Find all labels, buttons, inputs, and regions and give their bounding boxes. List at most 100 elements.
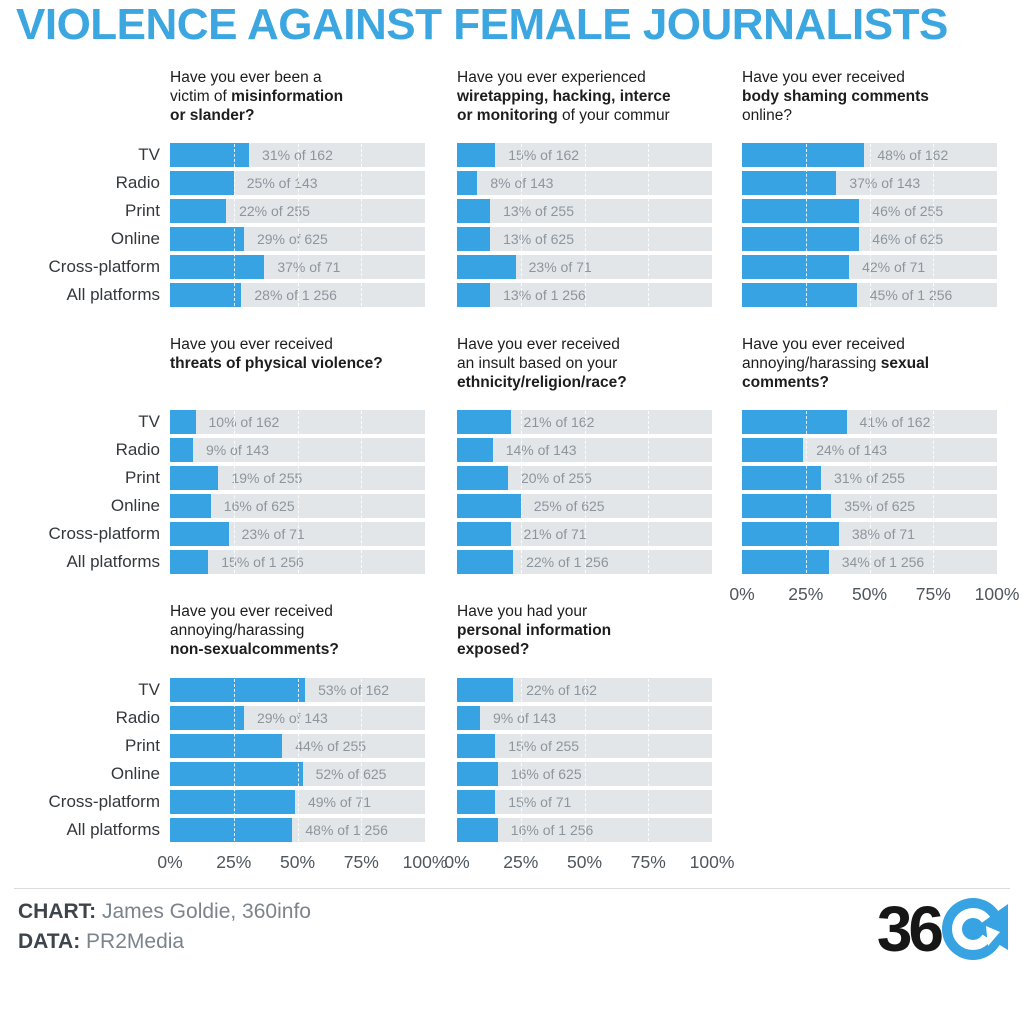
bar-value-label: 8% of 143	[490, 175, 554, 191]
axis-tick-label: 0%	[729, 584, 755, 604]
facet-question-line: wiretapping, hacking, interce	[457, 87, 729, 106]
question-text: threats of physical violence?	[170, 355, 383, 372]
bar-value-label: 15% of 162	[508, 147, 580, 163]
grid-line	[361, 674, 363, 846]
facet-question-line: annoying/harassing sexual	[742, 354, 1014, 373]
logo-circle-arrow-icon	[942, 898, 1008, 960]
grid-line	[361, 406, 363, 578]
bar-value-label: 46% of 255	[872, 203, 944, 219]
bar-fill	[457, 522, 511, 546]
facet-question: Have you ever received annoying/harassing…	[170, 602, 442, 659]
facet-question-line: body shaming comments	[742, 87, 1014, 106]
grid-line	[933, 406, 935, 578]
question-text: ethnicity/religion/race?	[457, 374, 627, 391]
grid-line	[233, 139, 235, 311]
facet-chart: 41% of 162 24% of 143 31% of 255 35% of 625…	[742, 406, 997, 578]
bar-value-label: 25% of 143	[246, 175, 318, 191]
bar-value-label: 41% of 162	[859, 414, 931, 430]
category-label: Cross-platform	[48, 524, 160, 543]
grid-line	[520, 139, 522, 311]
bar-value-label: 21% of 162	[523, 414, 595, 430]
category-label: Print	[125, 468, 160, 487]
facet-question: Have you ever been a victim of misinforma…	[170, 68, 442, 125]
question-text: annoying/harassing	[742, 355, 881, 372]
axis-tick-label: 50%	[566, 852, 603, 872]
grid-line	[584, 674, 586, 846]
bar-value-label: 42% of 71	[862, 259, 926, 275]
bar-fill	[457, 283, 491, 307]
bar-value-label: 10% of 162	[208, 414, 280, 430]
grid-line	[584, 139, 586, 311]
bar-fill	[457, 706, 480, 730]
question-text: victim of	[170, 88, 232, 105]
bar-value-label: 24% of 143	[816, 442, 888, 458]
bar-value-label: 23% of 71	[241, 526, 305, 542]
axis-tick-label: 75%	[343, 852, 379, 872]
question-text: of your commur	[557, 107, 670, 124]
facet-question-line: Have you had your	[457, 602, 729, 621]
question-text: Have you ever received	[742, 69, 905, 86]
bar-value-label: 22% of 162	[526, 682, 597, 698]
bar-fill	[170, 466, 219, 490]
bar-value-label: 35% of 625	[844, 498, 916, 514]
question-text: body shaming comments	[742, 88, 929, 105]
bar-value-label: 48% of 162	[877, 147, 949, 163]
facet-question-line: Have you ever experienced	[457, 68, 729, 87]
category-label: All platforms	[66, 820, 160, 839]
facet-question-line: Have you ever received	[742, 335, 1014, 354]
bar-fill	[742, 494, 832, 518]
grid-line	[297, 674, 299, 846]
facet-question-line: Have you ever been a	[170, 68, 442, 87]
facet-chart: 53% of 162 29% of 143 44% of 255 52% of 625…	[170, 674, 425, 846]
question-text: comments?	[742, 374, 829, 391]
category-labels: TV Radio Print Online Cross-platform All plat…	[28, 410, 160, 574]
axis-tick-label: 50%	[279, 852, 316, 872]
credit-data: DATA: PR2Media	[18, 930, 184, 954]
bar-value-label: 15% of 71	[508, 794, 572, 810]
bar-fill	[170, 283, 242, 307]
facet-question: Have you ever received threats of physica…	[170, 335, 442, 373]
question-text: non-sexualcomments?	[170, 641, 339, 658]
facet-question-line: exposed?	[457, 640, 729, 659]
facet-chart: 48% of 162 37% of 143 46% of 255 46% of 625…	[742, 139, 997, 311]
bar-fill	[170, 410, 196, 434]
category-label: Print	[125, 736, 160, 755]
footer-divider	[14, 888, 1010, 889]
facet-question-line: Have you ever received	[457, 335, 729, 354]
bar-value-label: 53% of 162	[318, 682, 389, 698]
bar-value-label: 20% of 255	[521, 470, 592, 486]
question-text: an insult based on your	[457, 355, 618, 372]
bar-fill	[457, 550, 514, 574]
bar-fill	[457, 818, 498, 842]
bar-fill	[170, 550, 209, 574]
axis-tick-label: 50%	[851, 584, 888, 604]
facet-question: Have you had your personal information exp…	[457, 602, 729, 659]
bar-fill	[742, 283, 857, 307]
question-text: Have you ever received	[457, 336, 620, 353]
category-label: All platforms	[66, 285, 160, 304]
bar-fill	[170, 438, 193, 462]
category-label: Radio	[115, 173, 160, 192]
axis-tick-label: 75%	[630, 852, 666, 872]
axis-tick-label: 0%	[157, 852, 183, 872]
bar-fill	[742, 255, 850, 279]
bar-value-label: 21% of 71	[523, 526, 587, 542]
grid-line	[297, 139, 299, 311]
axis-tick-label: 100%	[689, 852, 735, 872]
bar-value-label: 22% of 1 256	[526, 554, 609, 570]
question-text: Have you ever received	[742, 336, 905, 353]
bar-value-label: 13% of 625	[503, 231, 574, 247]
bar-fill	[170, 255, 265, 279]
bar-fill	[457, 790, 496, 814]
bar-value-label: 38% of 71	[851, 526, 915, 542]
question-text: online?	[742, 107, 792, 124]
logo-36-text: 36	[876, 893, 944, 965]
bar-value-label: 46% of 625	[872, 231, 944, 247]
bar-fill	[742, 410, 847, 434]
bar-value-label: 37% of 143	[849, 175, 921, 191]
bar-value-label: 31% of 255	[834, 470, 905, 486]
axis-tick-label: 0%	[444, 852, 470, 872]
bar-value-label: 14% of 143	[505, 442, 577, 458]
bar-value-label: 23% of 71	[528, 259, 592, 275]
question-text: Have you ever experienced	[457, 69, 646, 86]
